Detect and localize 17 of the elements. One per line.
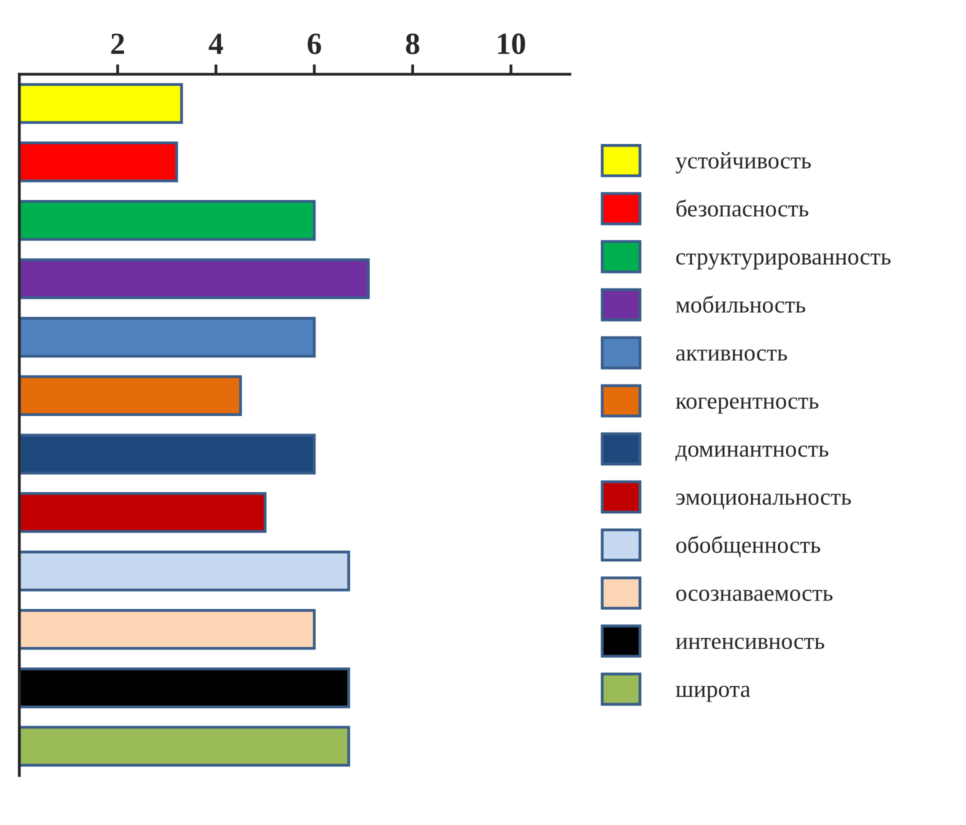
legend-label: обобщенность [676,536,820,558]
legend-label: широта [676,686,750,702]
legend-label: безопасность [676,199,808,217]
x-tick-label: 8 [406,34,420,54]
x-tick-label: 6 [308,34,322,54]
legend-label: интенсивность [676,638,824,650]
legend-label: доминантность [675,446,828,462]
x-tick-label: 10 [498,34,526,54]
legend-label: эмоциональность [676,494,851,510]
legend-label: когерентность [676,397,818,414]
x-tick-label: 2 [111,34,124,54]
legend-label: мобильность [676,296,806,313]
legend-label: устойчивость [676,152,811,174]
legend-label: осознаваемость [676,590,832,602]
legend-label: активность [676,349,788,361]
legend-label: структурированность [676,253,891,270]
x-tick-label: 4 [208,34,224,54]
